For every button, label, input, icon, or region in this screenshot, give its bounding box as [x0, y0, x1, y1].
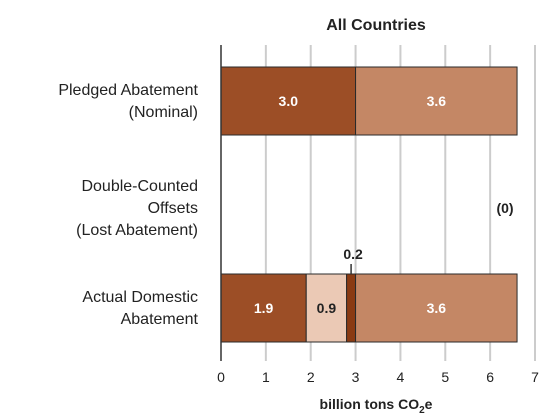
category-label: Offsets — [148, 200, 198, 217]
x-axis-label: billion tons CO2e — [320, 396, 433, 416]
bars: 3.0 3.6 1.9 0.9 3.6 — [220, 66, 518, 343]
bar-segment — [346, 273, 357, 343]
category-label: Double-Counted — [81, 178, 198, 195]
segment-label: 3.0 — [279, 93, 299, 109]
bar-segment — [355, 66, 518, 136]
x-tick-label: 7 — [531, 369, 539, 385]
category-label: Abatement — [121, 311, 199, 328]
segment-label: 0.2 — [343, 246, 363, 262]
x-tick-label: 0 — [217, 369, 225, 385]
annotations: (0) 0.2 — [343, 200, 514, 274]
category-label: Actual Domestic — [82, 289, 198, 306]
category-label: (Nominal) — [129, 104, 198, 121]
x-tick-label: 5 — [441, 369, 449, 385]
bar-segment — [305, 273, 348, 343]
x-tick-label: 1 — [262, 369, 270, 385]
segment-label: 1.9 — [254, 300, 274, 316]
x-tick-label: 2 — [307, 369, 315, 385]
segment-label: 0.9 — [317, 300, 337, 316]
segment-label: 3.6 — [427, 93, 447, 109]
category-labels: Pledged Abatement (Nominal) Double-Counted… — [58, 82, 198, 328]
segment-label: 3.6 — [427, 300, 447, 316]
chart-title: All Countries — [326, 17, 426, 34]
x-tick-label: 4 — [397, 369, 405, 385]
bar-segment — [355, 273, 518, 343]
category-label: Pledged Abatement — [58, 82, 198, 99]
bar-annotation: (0) — [496, 200, 513, 216]
x-tick-label: 6 — [486, 369, 494, 385]
category-label: (Lost Abatement) — [76, 222, 198, 239]
x-axis: 0 1 2 3 4 5 6 7 — [217, 45, 539, 385]
bar-segment — [220, 273, 307, 343]
x-tick-label: 3 — [352, 369, 360, 385]
